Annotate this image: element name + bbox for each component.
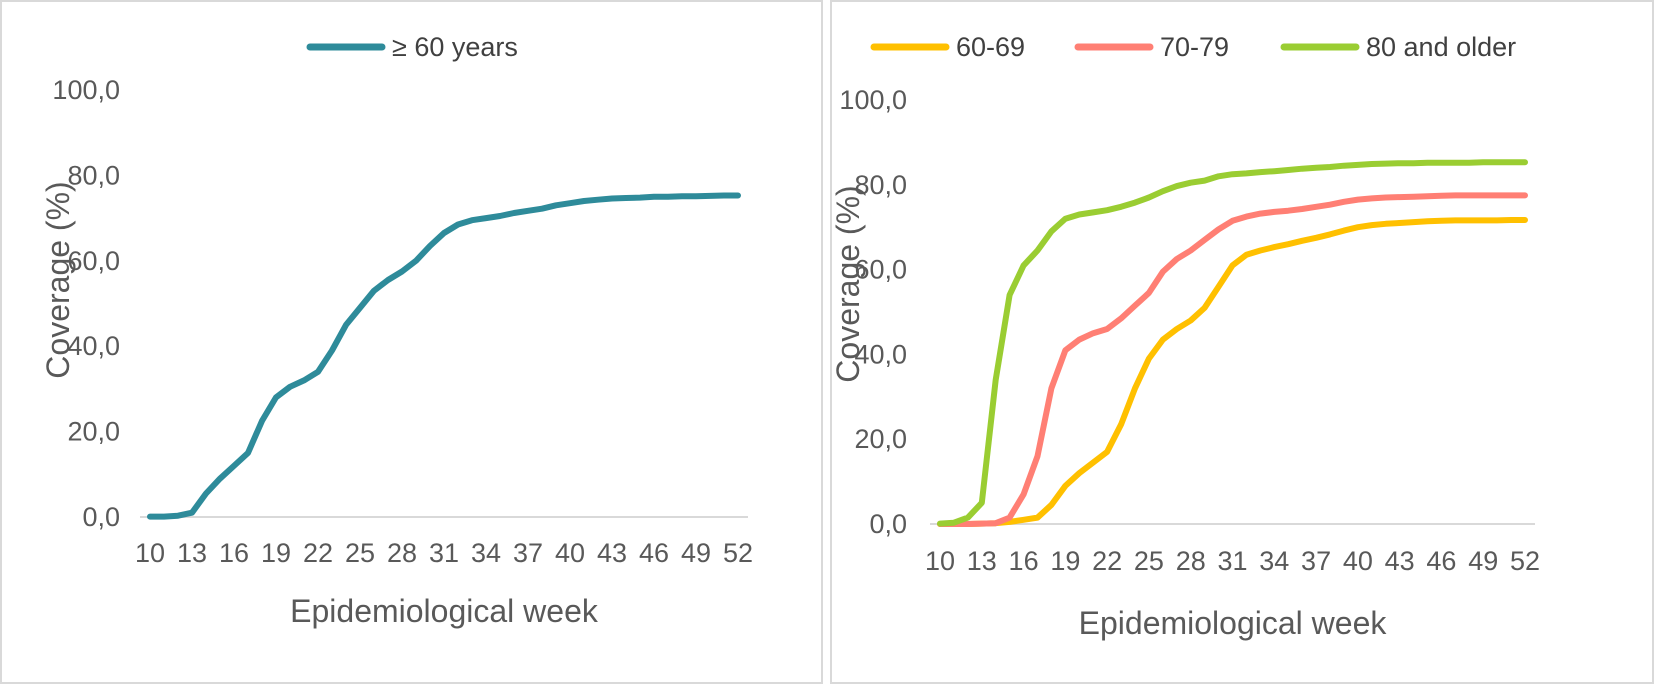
- y-tick-label: 100,0: [839, 85, 907, 115]
- series-line: [937, 217, 1528, 527]
- x-tick-label: 49: [1468, 546, 1498, 576]
- x-tick-label: 49: [681, 538, 711, 568]
- chart-panel-left: 0,0 20,0 40,0 60,0 80,0 100,0 10 13 16 19 22 25 28 31…: [0, 0, 823, 684]
- x-tick-label: 13: [177, 538, 207, 568]
- y-tick-label: 100,0: [52, 75, 120, 105]
- x-tick-label: 28: [387, 538, 417, 568]
- y-tick-label: 40,0: [854, 339, 907, 369]
- x-tick-label: 40: [1343, 546, 1373, 576]
- legend-label: 70-79: [1160, 32, 1229, 62]
- y-tick-label: 20,0: [854, 424, 907, 454]
- y-axis-title: Coverage (%): [830, 185, 866, 382]
- x-tick-label: 31: [1217, 546, 1247, 576]
- x-tick-label: 13: [967, 546, 997, 576]
- series-line: [937, 192, 1528, 527]
- x-tick-label: 34: [471, 538, 501, 568]
- y-tick-label: 60,0: [854, 255, 907, 285]
- y-tick-label: 80,0: [854, 170, 907, 200]
- legend-label: 80 and older: [1366, 32, 1516, 62]
- x-tick-label: 31: [429, 538, 459, 568]
- x-tick-label: 10: [925, 546, 955, 576]
- x-tick-label: 25: [345, 538, 375, 568]
- x-tick-label: 43: [1385, 546, 1415, 576]
- x-tick-label: 22: [1092, 546, 1122, 576]
- y-tick-label: 0,0: [82, 502, 120, 532]
- x-tick-label: 37: [513, 538, 543, 568]
- x-tick-label: 52: [1510, 546, 1540, 576]
- y-axis-title: Coverage (%): [40, 181, 76, 378]
- x-tick-label: 40: [555, 538, 585, 568]
- series-line: [937, 159, 1528, 527]
- y-tick-label: 40,0: [67, 331, 120, 361]
- x-tick-label: 46: [1426, 546, 1456, 576]
- x-axis-title: Epidemiological week: [290, 593, 599, 629]
- x-tick-label: 16: [1009, 546, 1039, 576]
- series-line: [147, 192, 741, 520]
- line-chart-svg: 0,0 20,0 40,0 60,0 80,0 100,0 10 13 16 19 22 25 28 31…: [40, 32, 753, 629]
- x-tick-label: 19: [1050, 546, 1080, 576]
- line-chart-svg: 0,0 20,0 40,0 60,0 80,0 100,0 10 13 16 19 22 25 28 31…: [830, 32, 1540, 641]
- y-tick-label: 60,0: [67, 246, 120, 276]
- legend-label: ≥ 60 years: [392, 32, 518, 62]
- chart-panel-right: 0,0 20,0 40,0 60,0 80,0 100,0 10 13 16 19 22 25 28 31…: [830, 0, 1654, 684]
- x-tick-label: 10: [135, 538, 165, 568]
- x-tick-label: 25: [1134, 546, 1164, 576]
- x-tick-label: 34: [1259, 546, 1289, 576]
- legend-label: 60-69: [956, 32, 1025, 62]
- x-axis-title: Epidemiological week: [1079, 605, 1388, 641]
- y-tick-label: 0,0: [869, 509, 907, 539]
- x-tick-label: 37: [1301, 546, 1331, 576]
- x-tick-label: 52: [723, 538, 753, 568]
- x-tick-label: 19: [261, 538, 291, 568]
- x-tick-label: 46: [639, 538, 669, 568]
- x-tick-label: 16: [219, 538, 249, 568]
- x-tick-label: 28: [1176, 546, 1206, 576]
- y-tick-label: 80,0: [67, 160, 120, 190]
- x-tick-label: 22: [303, 538, 333, 568]
- y-tick-label: 20,0: [67, 417, 120, 447]
- x-tick-label: 43: [597, 538, 627, 568]
